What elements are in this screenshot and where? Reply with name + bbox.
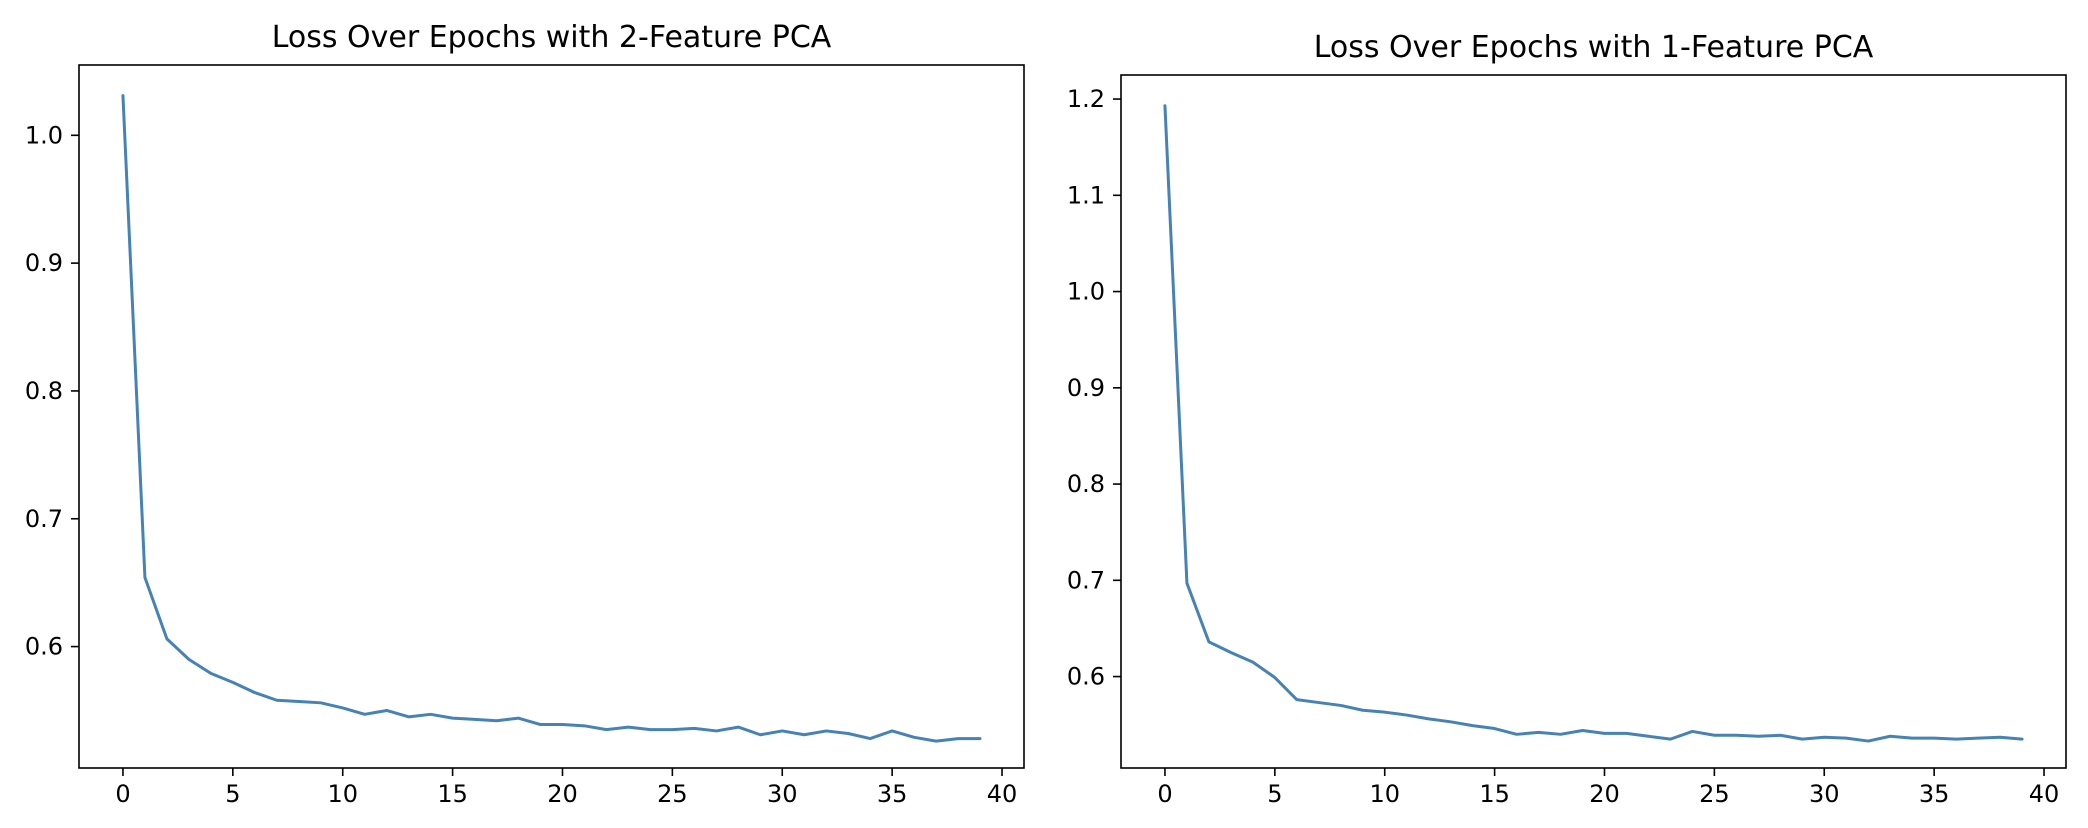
chart-1-feature-pca-xtick-label: 25 bbox=[1699, 780, 1730, 808]
chart-1-feature-pca-xtick-label: 5 bbox=[1267, 780, 1282, 808]
chart-1-feature-pca: Loss Over Epochs with 1-Feature PCA 0 5 10 1… bbox=[1067, 30, 2067, 808]
chart-1-feature-pca-xtick-label: 10 bbox=[1369, 780, 1400, 808]
chart-2-feature-pca-ytick-label: 0.7 bbox=[25, 505, 63, 533]
chart-2-feature-pca-ytick-label: 0.8 bbox=[25, 377, 63, 405]
chart-1-feature-pca-ytick-label: 1.0 bbox=[1067, 278, 1105, 306]
chart-1-feature-pca-ytick-label: 0.9 bbox=[1067, 374, 1105, 402]
chart-2-feature-pca-xtick-label: 10 bbox=[327, 780, 358, 808]
chart-2-feature-pca-xtick-label: 25 bbox=[657, 780, 688, 808]
chart-1-feature-pca-xtick-label: 30 bbox=[1809, 780, 1840, 808]
chart-2-feature-pca-xtick-label: 5 bbox=[225, 780, 240, 808]
chart-1-feature-pca-ytick-label: 1.1 bbox=[1067, 181, 1105, 209]
chart-1-feature-pca-axes-frame bbox=[1120, 74, 2067, 769]
chart-2-feature-pca: Loss Over Epochs with 2-Feature PCA 0 5 10 1… bbox=[25, 20, 1025, 808]
chart-1-feature-pca-xtick-label: 40 bbox=[2029, 780, 2060, 808]
chart-1-feature-pca-xtick-label: 15 bbox=[1479, 780, 1510, 808]
chart-1-feature-pca-xtick-label: 35 bbox=[1919, 780, 1950, 808]
chart-1-feature-pca-ytick-label: 0.6 bbox=[1067, 663, 1105, 691]
chart-2-feature-pca-xtick-label: 30 bbox=[767, 780, 798, 808]
chart-2-feature-pca-ytick-label: 0.6 bbox=[25, 633, 63, 661]
chart-1-feature-pca-ytick-label: 0.8 bbox=[1067, 470, 1105, 498]
chart-2-feature-pca-xtick-label: 20 bbox=[547, 780, 578, 808]
chart-2-feature-pca-loss-line bbox=[121, 94, 982, 743]
chart-2-feature-pca-xtick-label: 0 bbox=[115, 780, 130, 808]
chart-2-feature-pca-axes-frame bbox=[78, 64, 1025, 769]
chart-2-feature-pca-xtick-label: 35 bbox=[877, 780, 908, 808]
chart-1-feature-pca-title: Loss Over Epochs with 1-Feature PCA bbox=[1314, 30, 1874, 65]
chart-2-feature-pca-xtick-label: 15 bbox=[437, 780, 468, 808]
chart-1-feature-pca-ytick-label: 0.7 bbox=[1067, 566, 1105, 594]
chart-2-feature-pca-xtick-label: 40 bbox=[987, 780, 1018, 808]
chart-2-feature-pca-title: Loss Over Epochs with 2-Feature PCA bbox=[272, 20, 832, 55]
chart-1-feature-pca-xtick-label: 0 bbox=[1157, 780, 1172, 808]
chart-1-feature-pca-ytick-label: 1.2 bbox=[1067, 85, 1105, 113]
chart-2-feature-pca-ytick-label: 1.0 bbox=[25, 121, 63, 149]
chart-1-feature-pca-xtick-label: 20 bbox=[1589, 780, 1620, 808]
chart-2-feature-pca-ytick-label: 0.9 bbox=[25, 249, 63, 277]
chart-1-feature-pca-loss-line bbox=[1163, 104, 2024, 743]
